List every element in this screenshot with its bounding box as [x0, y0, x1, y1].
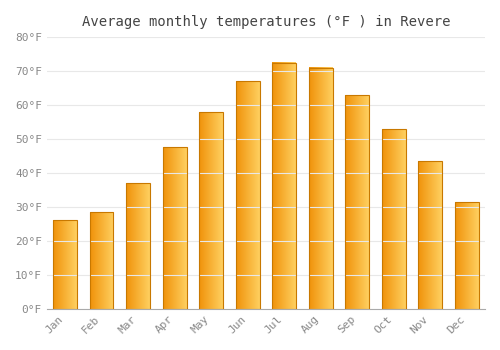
Bar: [309, 68, 332, 309]
Bar: [54, 220, 77, 309]
Bar: [455, 202, 478, 309]
Bar: [126, 183, 150, 309]
Title: Average monthly temperatures (°F ) in Revere: Average monthly temperatures (°F ) in Re…: [82, 15, 450, 29]
Bar: [382, 129, 406, 309]
Bar: [90, 212, 114, 309]
Bar: [200, 112, 223, 309]
Bar: [236, 81, 260, 309]
Bar: [346, 95, 369, 309]
Bar: [272, 63, 296, 309]
Bar: [163, 147, 186, 309]
Bar: [418, 161, 442, 309]
